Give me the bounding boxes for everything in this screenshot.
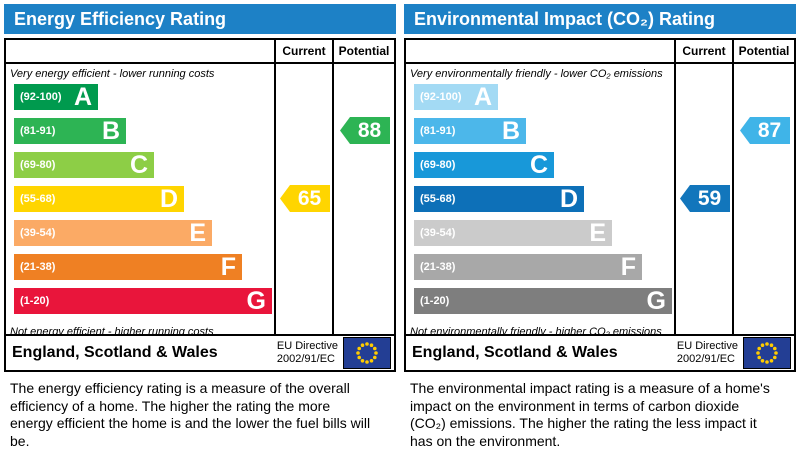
band-grade: F — [620, 252, 636, 281]
eu-directive-label: EU Directive 2002/91/EC — [677, 340, 738, 366]
table-header-row: Current Potential — [406, 40, 794, 64]
band-range: (81-91) — [20, 125, 56, 137]
rating-band-G: (1-20) G — [14, 288, 272, 314]
eu-flag-icon — [343, 337, 391, 369]
band-range: (92-100) — [420, 91, 462, 103]
table-footer: England, Scotland & Wales EU Directive 2… — [6, 334, 394, 370]
rating-band-F: (21-38) F — [14, 254, 242, 280]
band-grade: E — [189, 218, 206, 247]
rating-band-B: (81-91) B — [414, 118, 526, 144]
eu-flag-icon — [743, 337, 791, 369]
potential-score-column: 88 — [332, 64, 394, 334]
potential-arrow: 88 — [340, 117, 390, 144]
panel-title: Energy Efficiency Rating — [4, 4, 396, 34]
band-range: (81-91) — [420, 125, 456, 137]
current-arrow: 65 — [280, 185, 330, 212]
rating-band-E: (39-54) E — [414, 220, 612, 246]
rating-band-B: (81-91) B — [14, 118, 126, 144]
current-score-column: 59 — [674, 64, 732, 334]
band-grade: B — [501, 116, 520, 145]
band-range: (39-54) — [20, 227, 56, 239]
rating-table: Current Potential Very environmentally f… — [404, 38, 796, 372]
band-grade: A — [473, 82, 492, 111]
potential-score-column: 87 — [732, 64, 794, 334]
band-grade: C — [529, 150, 548, 179]
band-range: (55-68) — [20, 193, 56, 205]
bottom-note: Not environmentally friendly - higher CO… — [410, 326, 662, 334]
rating-band-G: (1-20) G — [414, 288, 672, 314]
region-label: England, Scotland & Wales — [12, 344, 218, 361]
rating-band-E: (39-54) E — [14, 220, 212, 246]
bottom-note: Not energy efficient - higher running co… — [10, 326, 214, 334]
rating-band-D: (55-68) D — [414, 186, 584, 212]
rating-table: Current Potential Very energy efficient … — [4, 38, 396, 372]
bands-area: Very environmentally friendly - lower CO… — [406, 64, 674, 334]
eu-directive-line1: EU Directive — [276, 340, 338, 352]
band-range: (1-20) — [420, 295, 450, 307]
header-spacer — [6, 40, 274, 64]
eu-directive-line2: 2002/91/EC — [276, 353, 335, 365]
panel-description: The environmental impact rating is a mea… — [410, 380, 770, 449]
band-range: (69-80) — [420, 159, 456, 171]
rating-band-A: (92-100) A — [414, 84, 498, 110]
environmental-impact-panel: Environmental Impact (CO₂) Rating Curren… — [404, 4, 796, 450]
rating-band-F: (21-38) F — [414, 254, 642, 280]
current-arrow: 59 — [680, 185, 730, 212]
current-score-column: 65 — [274, 64, 332, 334]
top-note: Very environmentally friendly - lower CO… — [410, 68, 663, 80]
eu-directive-line1: EU Directive — [676, 340, 738, 352]
panel-title: Environmental Impact (CO₂) Rating — [404, 4, 796, 34]
band-grade: E — [589, 218, 606, 247]
band-grade: G — [246, 286, 266, 315]
band-grade: A — [73, 82, 92, 111]
table-footer: England, Scotland & Wales EU Directive 2… — [406, 334, 794, 370]
eu-directive-line2: 2002/91/EC — [676, 353, 735, 365]
band-range: (39-54) — [420, 227, 456, 239]
rating-band-C: (69-80) C — [414, 152, 554, 178]
bands: (92-100) A (81-91) B (69-80) C (55-68) D (39-54)… — [6, 84, 274, 314]
band-range: (55-68) — [420, 193, 456, 205]
potential-column-header: Potential — [732, 40, 794, 64]
top-note: Very energy efficient - lower running co… — [10, 68, 215, 80]
header-spacer — [406, 40, 674, 64]
band-grade: B — [101, 116, 120, 145]
rating-band-D: (55-68) D — [14, 186, 184, 212]
energy-efficiency-panel: Energy Efficiency Rating Current Potenti… — [4, 4, 396, 450]
rating-band-C: (69-80) C — [14, 152, 154, 178]
band-grade: F — [220, 252, 236, 281]
potential-arrow: 87 — [740, 117, 790, 144]
band-range: (92-100) — [20, 91, 62, 103]
band-range: (21-38) — [420, 261, 456, 273]
band-range: (69-80) — [20, 159, 56, 171]
potential-column-header: Potential — [332, 40, 394, 64]
band-range: (1-20) — [20, 295, 50, 307]
region-label: England, Scotland & Wales — [412, 344, 618, 361]
panel-description: The energy efficiency rating is a measur… — [10, 380, 371, 449]
band-grade: D — [159, 184, 178, 213]
rating-band-A: (92-100) A — [14, 84, 98, 110]
band-grade: D — [559, 184, 578, 213]
current-column-header: Current — [674, 40, 732, 64]
band-grade: C — [129, 150, 148, 179]
band-grade: G — [646, 286, 666, 315]
band-range: (21-38) — [20, 261, 56, 273]
chart-body: Very environmentally friendly - lower CO… — [406, 64, 794, 334]
table-header-row: Current Potential — [6, 40, 394, 64]
bands-area: Very energy efficient - lower running co… — [6, 64, 274, 334]
chart-body: Very energy efficient - lower running co… — [6, 64, 394, 334]
current-column-header: Current — [274, 40, 332, 64]
eu-directive-label: EU Directive 2002/91/EC — [277, 340, 338, 366]
bands: (92-100) A (81-91) B (69-80) C (55-68) D (39-54)… — [406, 84, 674, 314]
